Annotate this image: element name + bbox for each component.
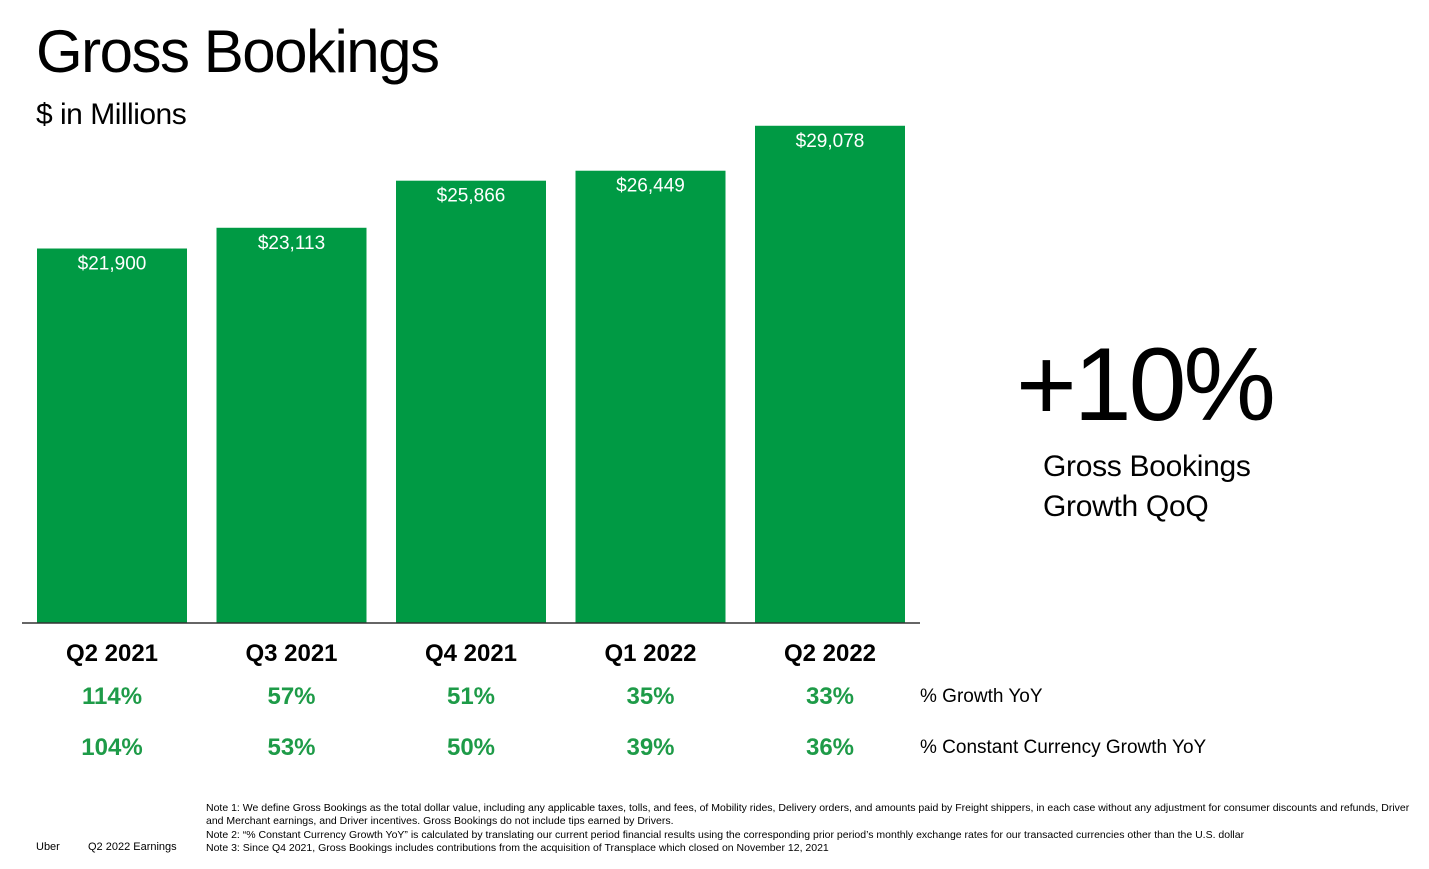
growth-value: 33% [805,683,855,710]
value-label-q2-2022: $29,078 [796,131,865,152]
qoq-caption-line2: Growth QoQ [1043,490,1209,523]
growth-value: 114% [81,683,143,710]
unit-subtitle: $ in Millions [36,98,187,131]
category-labels-group: Q2 2021 Q3 2021 Q4 2021 Q1 2022 Q2 2022 [66,640,876,667]
bar-q2-2021 [37,248,187,623]
value-label-q3-2021: $23,113 [258,233,325,254]
value-label-q1-2022: $26,449 [616,176,685,197]
bars-group: $21,900 $23,113 $25,866 $26,449 $29,078 [37,125,905,623]
footnote-2: Note 2: “% Constant Currency Growth YoY”… [206,828,1245,841]
bar-q3-2021 [216,227,367,623]
page-title: Gross Bookings [36,18,440,85]
tick-label-q4-2021: Q4 2021 [425,640,517,667]
value-label-q2-2021: $21,900 [78,254,147,275]
tick-label-q2-2021: Q2 2021 [66,640,158,667]
tick-label-q2-2022: Q2 2022 [784,640,876,667]
growth-value: 50% [446,734,496,761]
qoq-caption-line1: Gross Bookings [1043,450,1251,483]
tick-label-q1-2022: Q1 2022 [604,640,696,667]
growth-row-label: % Growth YoY [920,686,1043,707]
value-label-q4-2021: $25,866 [437,186,506,207]
footer-brand: Uber [36,841,60,853]
growth-value: 39% [626,734,675,761]
footer-deck-name: Q2 2022 Earnings [88,841,177,853]
bar-q1-2022 [575,170,726,623]
growth-value: 36% [805,734,855,761]
footnote-3: Note 3: Since Q4 2021, Gross Bookings in… [206,841,829,854]
growth-value: 51% [446,683,496,710]
growth-value: 35% [626,683,675,710]
footnote-1: Note 1: We define Gross Bookings as the … [206,802,1410,828]
bar-q4-2021 [396,180,546,623]
bar-q2-2022 [755,125,905,623]
growth-row-label: % Constant Currency Growth YoY [920,737,1207,758]
growth-value: 53% [267,734,316,761]
tick-label-q3-2021: Q3 2021 [245,640,337,667]
gross-bookings-bar-chart: $21,900 $23,113 $25,866 $26,449 $29,078 Q2 2… [22,125,920,667]
qoq-growth-value: +10% [1016,327,1276,443]
growth-value: 104% [81,734,143,761]
growth-value: 57% [267,683,316,710]
footnotes: Note 1: We define Gross Bookings as the … [206,802,1421,855]
